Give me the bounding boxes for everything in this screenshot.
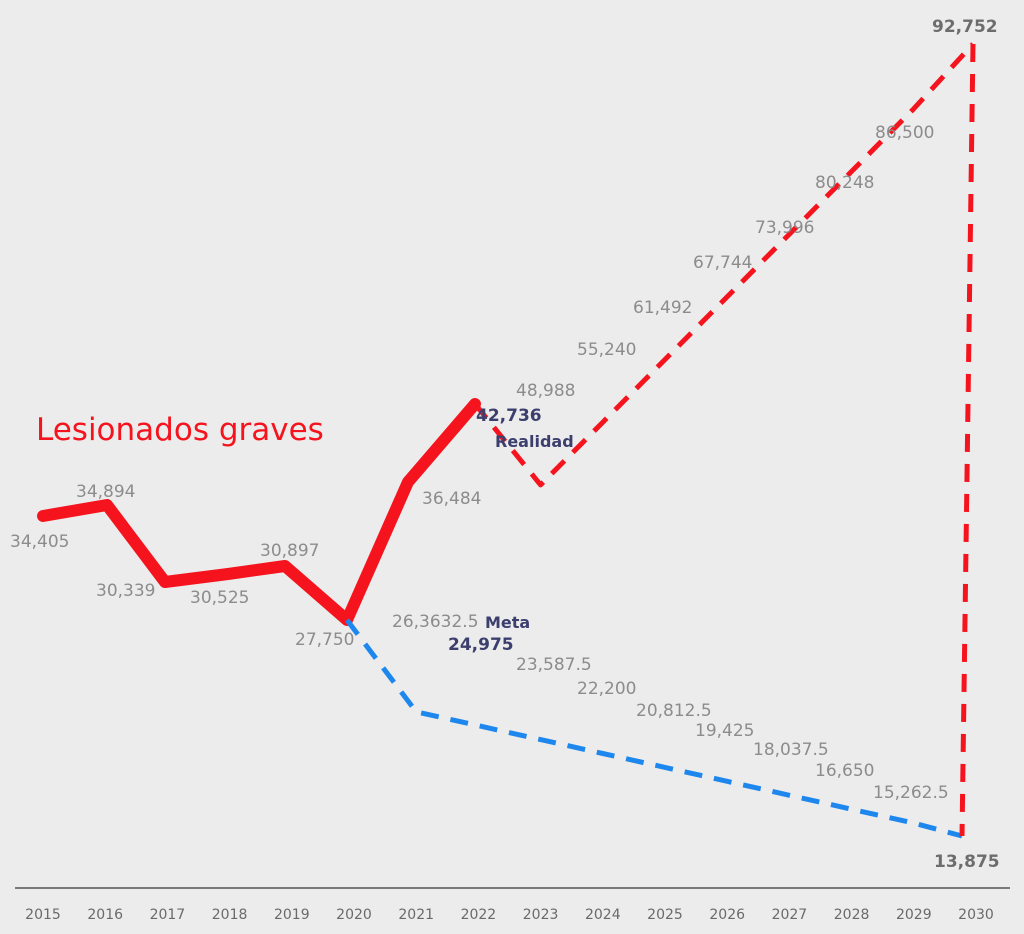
x-tick-2025: 2025 — [647, 907, 683, 923]
data-label-actual-2022: 42,736 — [476, 406, 542, 426]
x-tick-2027: 2027 — [772, 907, 808, 923]
chart-annotations: Realidad Meta — [485, 432, 574, 632]
data-label-trend-projection-2030: 92,752 — [932, 17, 998, 37]
data-label-actual-2018: 30,525 — [190, 588, 249, 608]
annotation-realidad: Realidad — [495, 432, 574, 451]
data-label-goal-2026: 19,425 — [695, 721, 754, 741]
x-tick-2017: 2017 — [150, 907, 186, 923]
data-label-trend-projection-2029: 86,500 — [875, 123, 934, 143]
data-label-actual-2019: 30,897 — [260, 541, 319, 561]
data-label-actual-2021: 36,484 — [422, 489, 481, 509]
series-line-trend-projection — [473, 42, 975, 488]
x-tick-2029: 2029 — [896, 907, 932, 923]
chart-lines — [37, 42, 976, 839]
x-axis-ticks: 2015 2016 2017 2018 2019 2020 2021 2022 2023 2024… — [25, 907, 994, 923]
x-tick-2023: 2023 — [523, 907, 559, 923]
x-tick-2024: 2024 — [585, 907, 621, 923]
data-label-goal-2028: 16,650 — [815, 761, 874, 781]
data-label-trend-projection-2027: 73,996 — [755, 218, 814, 238]
x-tick-2016: 2016 — [87, 907, 123, 923]
x-tick-2021: 2021 — [398, 907, 434, 923]
series-line-actual — [37, 398, 481, 626]
data-label-goal-2023: 23,587.5 — [516, 655, 592, 675]
data-label-goal-2021: 26,3632.5 — [392, 612, 479, 632]
data-label-trend-projection-2026: 67,744 — [693, 253, 752, 273]
series-line-goal — [345, 618, 963, 839]
x-tick-2030: 2030 — [958, 907, 994, 923]
data-label-trend-projection-2023: 48,988 — [516, 381, 575, 401]
data-label-goal-2027: 18,037.5 — [753, 740, 829, 760]
data-label-goal-2029: 15,262.5 — [873, 783, 949, 803]
data-label-goal-2030: 13,875 — [934, 852, 1000, 872]
data-label-trend-projection-2028: 80,248 — [815, 173, 874, 193]
chart-data-labels: 34,405 34,894 30,339 30,525 30,897 27,750 36,4… — [10, 17, 1000, 872]
data-label-trend-projection-2025: 61,492 — [633, 298, 692, 318]
data-label-goal-2025: 20,812.5 — [636, 701, 712, 721]
data-label-goal-2024: 22,200 — [577, 679, 636, 699]
series-line-gap-2030 — [959, 43, 976, 837]
x-tick-2020: 2020 — [336, 907, 372, 923]
x-tick-2019: 2019 — [274, 907, 310, 923]
data-label-actual-2016: 34,894 — [76, 482, 135, 502]
x-tick-2028: 2028 — [834, 907, 870, 923]
x-tick-2015: 2015 — [25, 907, 61, 923]
data-label-actual-2015: 34,405 — [10, 532, 69, 552]
data-label-actual-2017: 30,339 — [96, 581, 155, 601]
x-tick-2026: 2026 — [709, 907, 745, 923]
x-tick-2018: 2018 — [212, 907, 248, 923]
data-label-actual-2020: 27,750 — [295, 630, 354, 650]
annotation-meta: Meta — [485, 613, 530, 632]
data-label-trend-projection-2024: 55,240 — [577, 340, 636, 360]
data-label-goal-2022: 24,975 — [448, 635, 514, 655]
x-tick-2022: 2022 — [461, 907, 497, 923]
chart-title: Lesionados graves — [36, 412, 324, 448]
